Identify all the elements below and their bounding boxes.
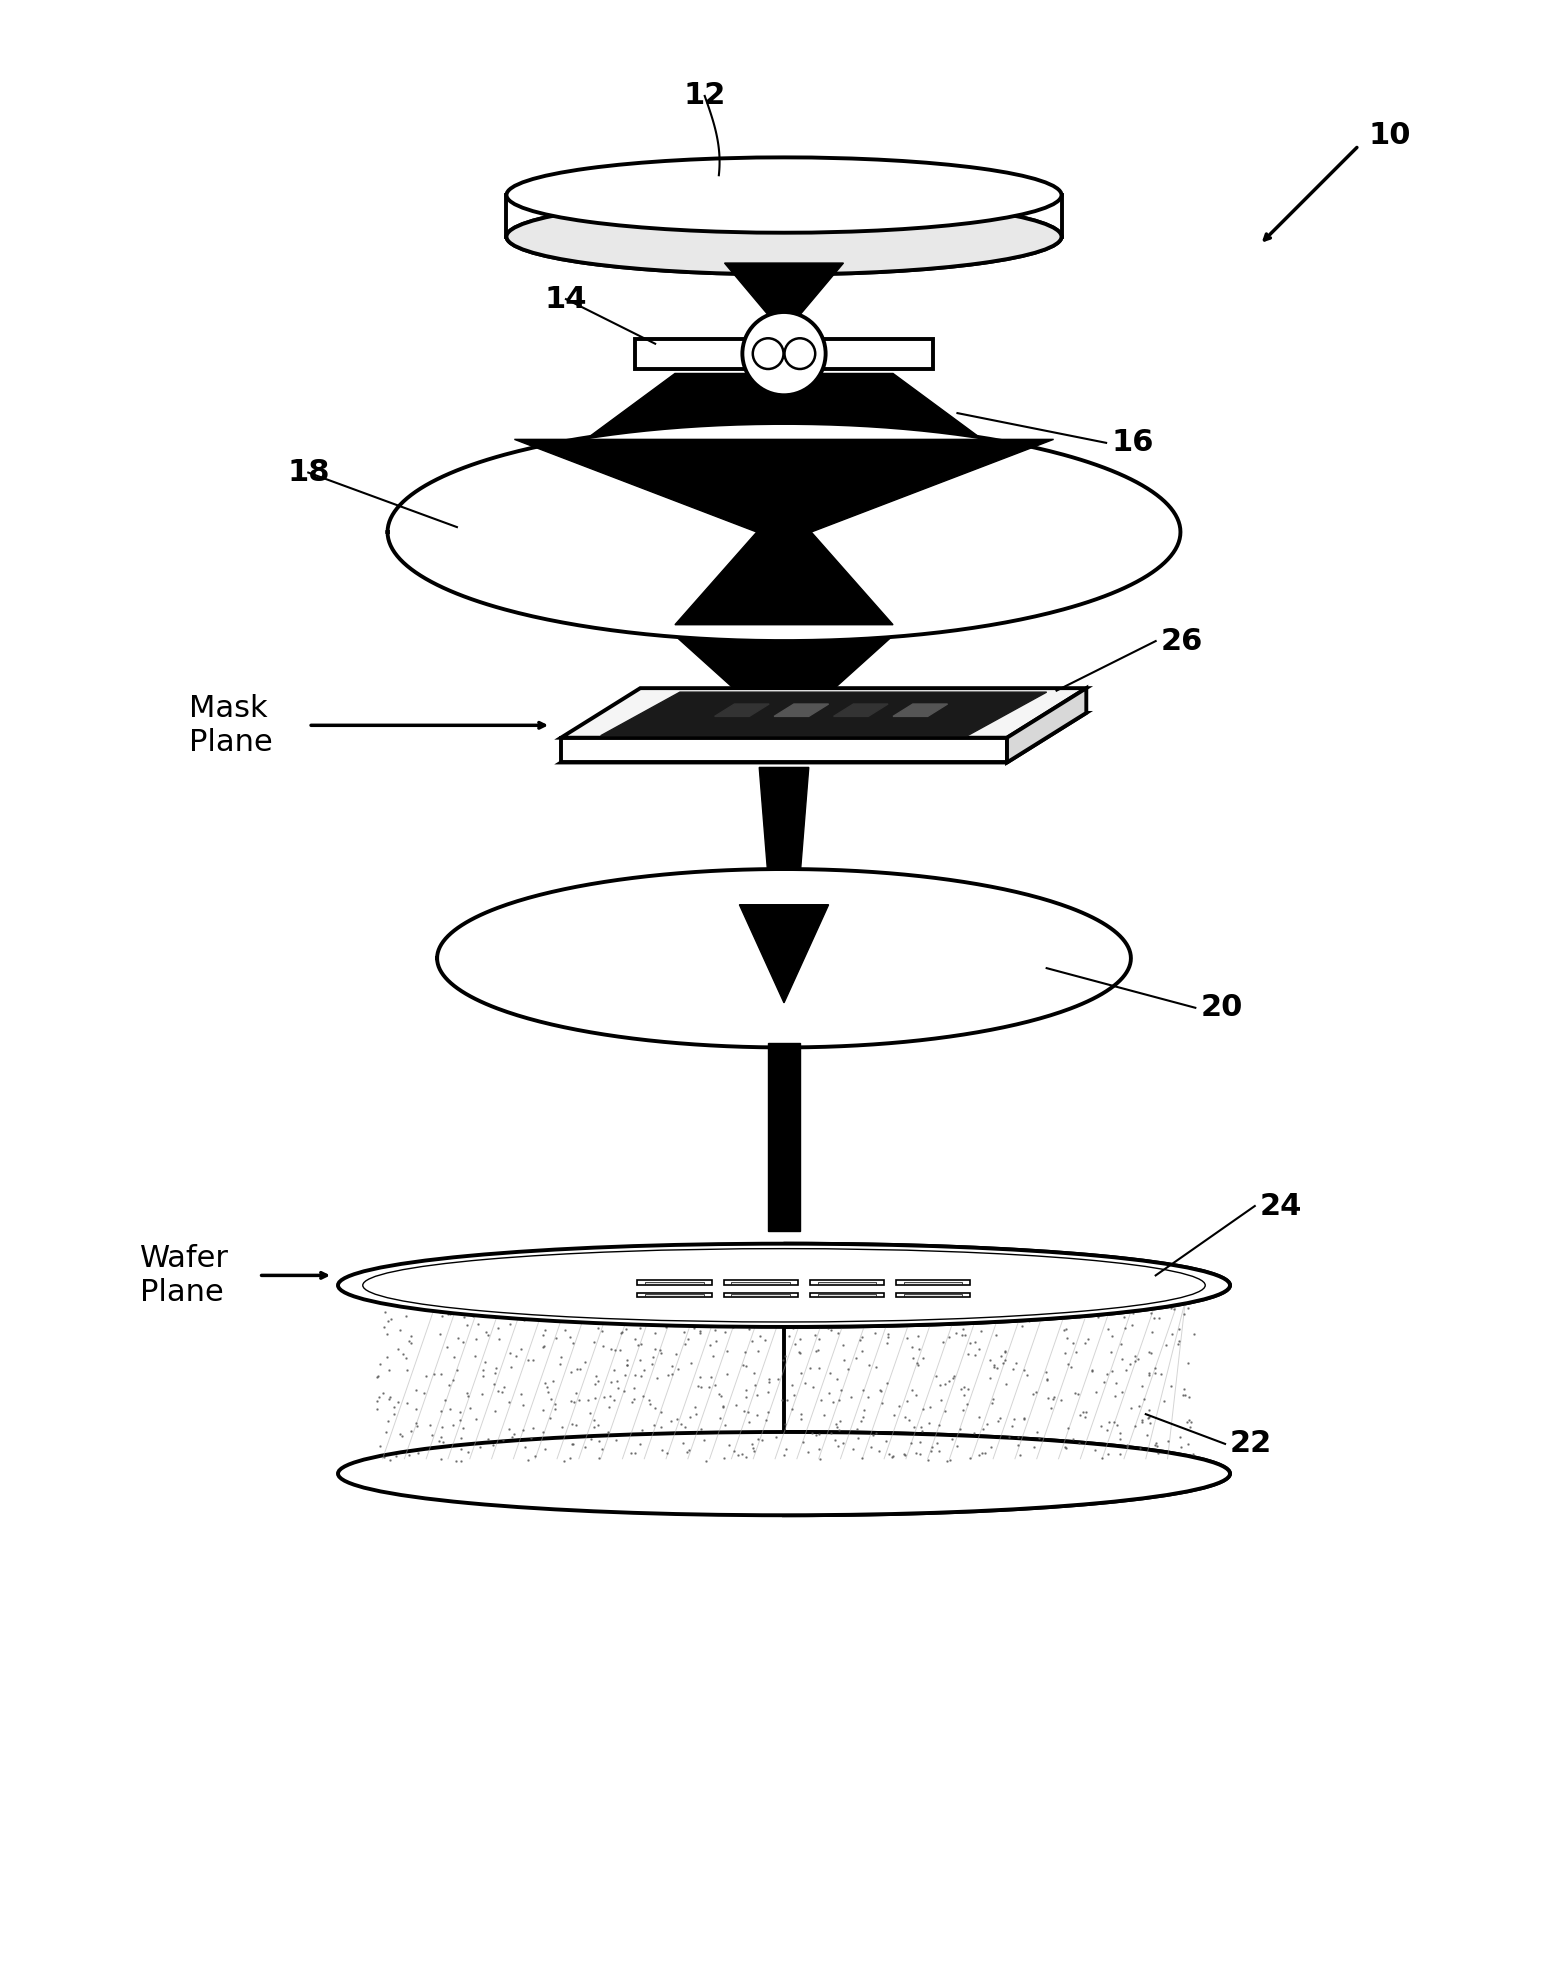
Polygon shape [635,338,933,368]
Polygon shape [387,423,1181,642]
Ellipse shape [506,199,1062,274]
Polygon shape [723,1293,798,1297]
Polygon shape [601,693,1047,736]
Circle shape [742,313,826,396]
Ellipse shape [506,199,1062,274]
Polygon shape [784,1244,1229,1515]
Polygon shape [809,1293,884,1297]
Polygon shape [561,689,1087,738]
Polygon shape [784,157,1062,274]
Polygon shape [674,531,894,624]
Text: Wafer
Plane: Wafer Plane [140,1244,229,1307]
Text: 12: 12 [684,81,726,110]
Polygon shape [674,636,894,720]
Polygon shape [894,705,947,716]
Polygon shape [809,1281,884,1285]
Text: 20: 20 [1200,994,1243,1021]
Polygon shape [467,374,1101,527]
Ellipse shape [339,1433,1229,1515]
Polygon shape [768,1043,800,1230]
Ellipse shape [339,1244,1229,1326]
Polygon shape [740,905,828,1004]
Text: 16: 16 [1112,429,1154,457]
Text: 24: 24 [1259,1191,1301,1220]
Polygon shape [724,264,844,335]
Text: 14: 14 [544,285,586,313]
Polygon shape [834,705,887,716]
Polygon shape [895,1293,971,1297]
Text: 22: 22 [1229,1429,1272,1458]
Text: 10: 10 [1369,122,1411,150]
Polygon shape [759,768,809,953]
Polygon shape [895,1281,971,1285]
Polygon shape [514,439,1054,531]
Polygon shape [437,870,1131,1047]
Polygon shape [561,738,1007,762]
Polygon shape [637,1293,712,1297]
Polygon shape [715,705,770,716]
Text: 26: 26 [1160,626,1203,655]
Polygon shape [561,712,1087,762]
Text: 18: 18 [287,459,329,486]
Polygon shape [674,697,964,722]
Polygon shape [723,1281,798,1285]
Polygon shape [1007,689,1087,762]
Ellipse shape [506,157,1062,232]
Polygon shape [775,705,828,716]
Text: Mask
Plane: Mask Plane [190,695,273,756]
Polygon shape [637,1281,712,1285]
